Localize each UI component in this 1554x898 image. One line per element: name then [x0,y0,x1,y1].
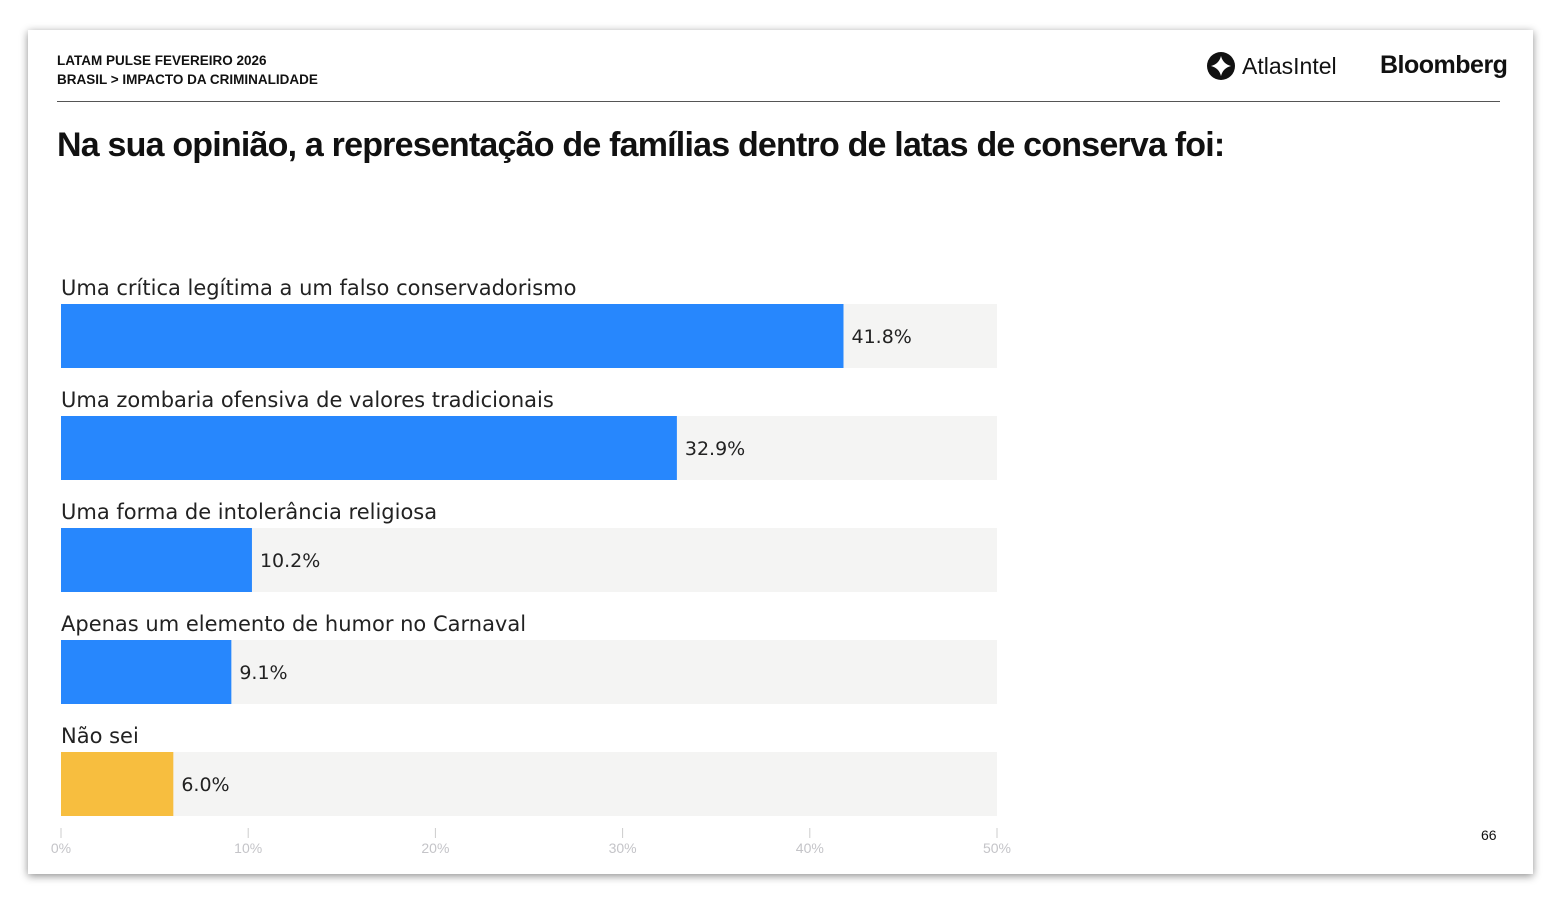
category-label: Uma forma de intolerância religiosa [61,500,437,524]
header-line1: LATAM PULSE FEVEREIRO 2026 [57,53,267,68]
x-tick-label: 20% [421,840,449,856]
x-tick-label: 40% [796,840,824,856]
page-number: 66 [1481,827,1497,843]
atlasintel-icon [1207,52,1235,80]
category-label: Apenas um elemento de humor no Carnaval [61,612,526,636]
bar [61,640,232,704]
atlasintel-logo: AtlasIntel [1206,51,1337,81]
x-tick-label: 50% [983,840,1011,856]
x-tick-label: 0% [51,840,71,856]
x-tick-label: 10% [234,840,262,856]
data-label: 10.2% [260,550,320,572]
chart-title: Na sua opinião, a representação de famíl… [57,126,1225,164]
category-label: Uma crítica legítima a um falso conserva… [61,276,576,300]
bar [61,752,174,816]
data-label: 6.0% [181,774,229,796]
x-tick-label: 30% [609,840,637,856]
bloomberg-logo: Bloomberg [1380,51,1508,79]
header-line2: BRASIL > IMPACTO DA CRIMINALIDADE [57,72,318,87]
bar [61,528,252,592]
bar-track [61,752,997,816]
atlasintel-text: AtlasIntel [1242,52,1337,79]
data-label: 9.1% [239,662,287,684]
category-label: Uma zombaria ofensiva de valores tradici… [61,388,554,412]
data-label: 32.9% [685,438,745,460]
category-label: Não sei [61,724,139,748]
header: LATAM PULSE FEVEREIRO 2026 BRASIL > IMPA… [57,51,318,89]
header-divider [57,101,1500,102]
bar [61,416,677,480]
data-label: 41.8% [851,326,911,348]
bar [61,304,844,368]
